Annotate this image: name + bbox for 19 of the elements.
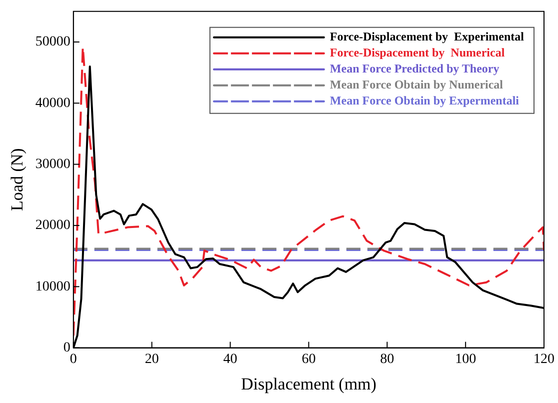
x-axis-title: Displacement (mm) — [240, 374, 376, 394]
y-tick-label: 30000 — [35, 156, 70, 172]
x-tick-label: 120 — [534, 352, 554, 367]
y-tick-label: 10000 — [35, 279, 70, 294]
y-axis-title: Load (N) — [8, 148, 27, 211]
text: Mean Force Obtain by Expermentali — [330, 93, 520, 108]
text: Mean Force Obtain by Numerical — [330, 77, 504, 92]
text: Mean Force Predicted by Theory — [330, 61, 500, 76]
x-tick-label: 60 — [302, 352, 316, 367]
y-tick-label: 40000 — [35, 96, 70, 111]
x-tick-label: 100 — [455, 352, 476, 367]
y-tick-label: 0 — [63, 340, 70, 356]
text: Force-Displacement by Experimental — [330, 29, 525, 44]
x-tick-label: 20 — [144, 352, 159, 367]
x-tick-label: 80 — [380, 352, 394, 367]
y-tick-label: 20000 — [35, 218, 70, 234]
y-tick-label: 50000 — [35, 34, 70, 50]
x-tick-label: 40 — [223, 352, 238, 367]
text: Force-Dispacement by Numerical — [330, 45, 506, 60]
